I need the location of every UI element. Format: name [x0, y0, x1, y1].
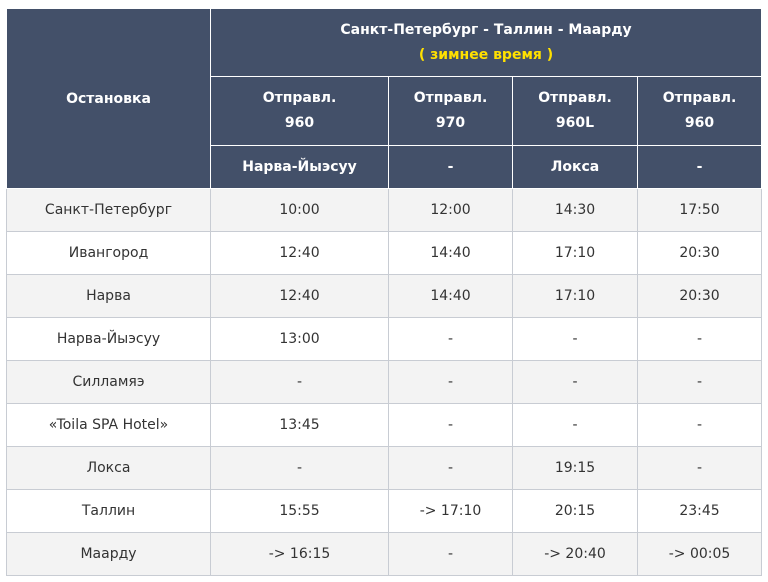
time-cell: -	[210, 446, 389, 490]
stop-name: Маарду	[6, 532, 211, 576]
departure-label: Отправл.	[413, 90, 488, 106]
time-cell: -	[636, 317, 763, 361]
time-cell: -> 16:15	[210, 532, 389, 576]
time-cell: 17:50	[636, 188, 763, 232]
departure-number: 960	[684, 115, 715, 131]
stop-name: «Toila SPA Hotel»	[6, 403, 211, 447]
time-cell: -	[512, 317, 638, 361]
time-cell: -	[388, 532, 513, 576]
departure-header-4: Отправл. 960	[636, 76, 763, 146]
time-cell: 17:10	[512, 274, 638, 318]
via-cell-3: Локса	[512, 145, 638, 189]
time-cell: -	[636, 403, 763, 447]
timetable-body: Санкт-Петербург 10:00 12:00 14:30 17:50 Иванг…	[6, 188, 763, 576]
table-row: Нарва-Йыэсуу 13:00- - -	[6, 317, 763, 361]
via-cell-1: Нарва-Йыэсуу	[210, 145, 389, 189]
departure-number: 960	[284, 115, 315, 131]
time-cell: 20:15	[512, 489, 638, 533]
time-cell: 10:00	[210, 188, 389, 232]
time-cell: 14:40	[388, 274, 513, 318]
timetable-header: Остановка Санкт-Петербург - Таллин - Маа…	[6, 8, 763, 189]
departure-label: Отправл.	[538, 90, 612, 106]
stop-name: Ивангород	[6, 231, 211, 275]
stop-name: Нарва	[6, 274, 211, 318]
departure-header-3: Отправл. 960L	[512, 76, 638, 146]
time-cell: 12:40	[210, 231, 389, 275]
table-row: Маарду -> 16:15- -> 20:40 -> 00:05	[6, 532, 763, 576]
time-cell: 14:40	[388, 231, 513, 275]
timetable: Остановка Санкт-Петербург - Таллин - Маа…	[6, 8, 763, 576]
season-label: ( зимнее время )	[418, 46, 554, 63]
departure-number: 970	[435, 115, 466, 131]
time-cell: 13:00	[210, 317, 389, 361]
time-cell: -> 00:05	[636, 532, 763, 576]
table-row: Нарва 12:40 14:40 17:10 20:30	[6, 274, 763, 318]
time-cell: -	[388, 403, 513, 447]
table-row: Санкт-Петербург 10:00 12:00 14:30 17:50	[6, 188, 763, 232]
time-cell: -	[210, 360, 389, 404]
time-cell: 12:40	[210, 274, 389, 318]
table-row: «Toila SPA Hotel» 13:45- - -	[6, 403, 763, 447]
stop-name: Локса	[6, 446, 211, 490]
stop-name: Силламяэ	[6, 360, 211, 404]
time-cell: -	[388, 317, 513, 361]
via-cell-4: -	[636, 145, 763, 189]
time-cell: -> 17:10	[388, 489, 513, 533]
route-title: Санкт-Петербург - Таллин - Маарду	[340, 21, 632, 38]
time-cell: 19:15	[512, 446, 638, 490]
time-cell: 20:30	[636, 274, 763, 318]
table-row: Таллин 15:55 -> 17:10 20:15 23:45	[6, 489, 763, 533]
table-row: Ивангород 12:40 14:40 17:10 20:30	[6, 231, 763, 275]
stop-column-header: Остановка	[6, 8, 211, 189]
departure-header-2: Отправл. 970	[388, 76, 513, 146]
table-row: Локса - -19:15-	[6, 446, 763, 490]
time-cell: 17:10	[512, 231, 638, 275]
table-row: Силламяэ - - - -	[6, 360, 763, 404]
time-cell: 12:00	[388, 188, 513, 232]
time-cell: -	[388, 446, 513, 490]
stop-name: Нарва-Йыэсуу	[6, 317, 211, 361]
stop-name: Таллин	[6, 489, 211, 533]
time-cell: 13:45	[210, 403, 389, 447]
time-cell: -	[636, 446, 763, 490]
time-cell: 15:55	[210, 489, 389, 533]
time-cell: -	[512, 360, 638, 404]
time-cell: -> 20:40	[512, 532, 638, 576]
departure-header-1: Отправл. 960	[210, 76, 389, 146]
departure-number: 960L	[555, 115, 595, 131]
via-cell-2: -	[388, 145, 513, 189]
time-cell: 14:30	[512, 188, 638, 232]
time-cell: -	[512, 403, 638, 447]
departure-label: Отправл.	[662, 90, 737, 106]
time-cell: -	[636, 360, 763, 404]
time-cell: 23:45	[636, 489, 763, 533]
time-cell: 20:30	[636, 231, 763, 275]
stop-name: Санкт-Петербург	[6, 188, 211, 232]
departure-label: Отправл.	[262, 90, 337, 106]
time-cell: -	[388, 360, 513, 404]
route-title-cell: Санкт-Петербург - Таллин - Маарду ( зимн…	[209, 8, 763, 77]
